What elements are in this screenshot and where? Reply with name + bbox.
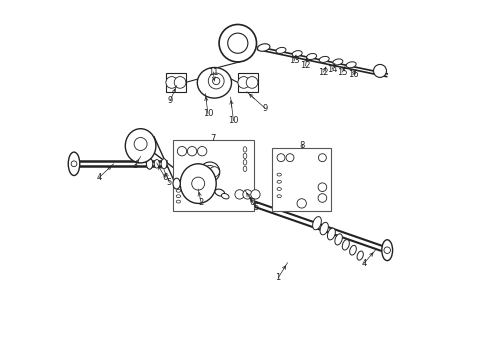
Text: 16: 16 — [348, 70, 358, 79]
Text: 4: 4 — [97, 173, 102, 182]
Circle shape — [208, 73, 224, 89]
Ellipse shape — [292, 51, 302, 57]
Ellipse shape — [342, 240, 349, 250]
Circle shape — [297, 199, 306, 208]
Text: 6: 6 — [249, 198, 255, 207]
Circle shape — [203, 166, 217, 179]
Ellipse shape — [176, 195, 180, 198]
Ellipse shape — [243, 160, 247, 165]
Ellipse shape — [333, 59, 343, 65]
Circle shape — [213, 77, 220, 85]
Text: 5: 5 — [167, 178, 172, 187]
Ellipse shape — [277, 173, 281, 176]
Ellipse shape — [277, 195, 281, 198]
Text: 5: 5 — [253, 203, 258, 212]
Ellipse shape — [176, 200, 180, 203]
Circle shape — [188, 185, 198, 195]
Ellipse shape — [68, 152, 80, 175]
Circle shape — [197, 147, 207, 156]
Ellipse shape — [215, 189, 225, 196]
Text: 10: 10 — [203, 109, 213, 118]
Circle shape — [71, 161, 77, 167]
Ellipse shape — [327, 228, 335, 240]
Ellipse shape — [258, 44, 270, 51]
Text: 9: 9 — [168, 96, 173, 105]
Ellipse shape — [243, 166, 247, 172]
Ellipse shape — [277, 188, 281, 190]
Text: 9: 9 — [262, 104, 268, 113]
Circle shape — [134, 138, 147, 150]
Circle shape — [166, 77, 177, 88]
Ellipse shape — [319, 57, 329, 62]
Text: 2: 2 — [198, 198, 204, 207]
Text: 12: 12 — [318, 68, 329, 77]
Circle shape — [251, 190, 260, 199]
Text: 14: 14 — [327, 65, 338, 74]
Bar — [173, 140, 254, 211]
Text: 13: 13 — [289, 57, 299, 66]
Ellipse shape — [176, 189, 180, 192]
Bar — [272, 148, 331, 211]
Ellipse shape — [320, 222, 328, 235]
Text: 11: 11 — [208, 68, 219, 77]
Ellipse shape — [221, 193, 229, 199]
Circle shape — [198, 176, 209, 186]
Ellipse shape — [173, 178, 180, 189]
Circle shape — [228, 33, 248, 53]
Circle shape — [174, 77, 186, 88]
Ellipse shape — [197, 68, 231, 98]
Circle shape — [277, 154, 285, 162]
Circle shape — [243, 190, 252, 199]
Ellipse shape — [243, 153, 247, 159]
Ellipse shape — [307, 54, 317, 59]
Ellipse shape — [243, 147, 247, 152]
Text: 1: 1 — [275, 274, 281, 282]
Circle shape — [219, 24, 257, 62]
Ellipse shape — [313, 217, 321, 230]
Text: 7: 7 — [211, 134, 216, 143]
Circle shape — [384, 247, 391, 253]
Text: 4: 4 — [361, 259, 367, 268]
Circle shape — [235, 190, 245, 199]
Circle shape — [192, 177, 205, 190]
Ellipse shape — [276, 48, 286, 53]
Circle shape — [187, 147, 197, 156]
Circle shape — [238, 77, 249, 88]
Circle shape — [177, 147, 187, 156]
Ellipse shape — [200, 162, 220, 182]
Ellipse shape — [346, 62, 356, 68]
Circle shape — [318, 154, 326, 162]
Ellipse shape — [382, 240, 392, 261]
Bar — [238, 73, 258, 92]
Circle shape — [286, 154, 294, 162]
Text: 15: 15 — [337, 68, 347, 77]
Ellipse shape — [277, 180, 281, 183]
Text: 8: 8 — [299, 141, 305, 150]
Circle shape — [373, 64, 387, 77]
Text: 6: 6 — [162, 173, 168, 182]
Ellipse shape — [350, 245, 356, 255]
Text: 3: 3 — [132, 161, 138, 170]
Ellipse shape — [335, 234, 343, 245]
Circle shape — [318, 194, 327, 202]
Bar — [166, 73, 186, 92]
Ellipse shape — [161, 159, 167, 169]
Text: 10: 10 — [228, 116, 239, 125]
Ellipse shape — [357, 251, 363, 260]
Ellipse shape — [147, 158, 153, 169]
Circle shape — [209, 167, 220, 177]
Ellipse shape — [125, 129, 156, 163]
Ellipse shape — [180, 164, 216, 203]
Circle shape — [318, 183, 327, 192]
Circle shape — [246, 77, 258, 88]
Ellipse shape — [154, 159, 159, 168]
Text: 12: 12 — [300, 62, 311, 71]
